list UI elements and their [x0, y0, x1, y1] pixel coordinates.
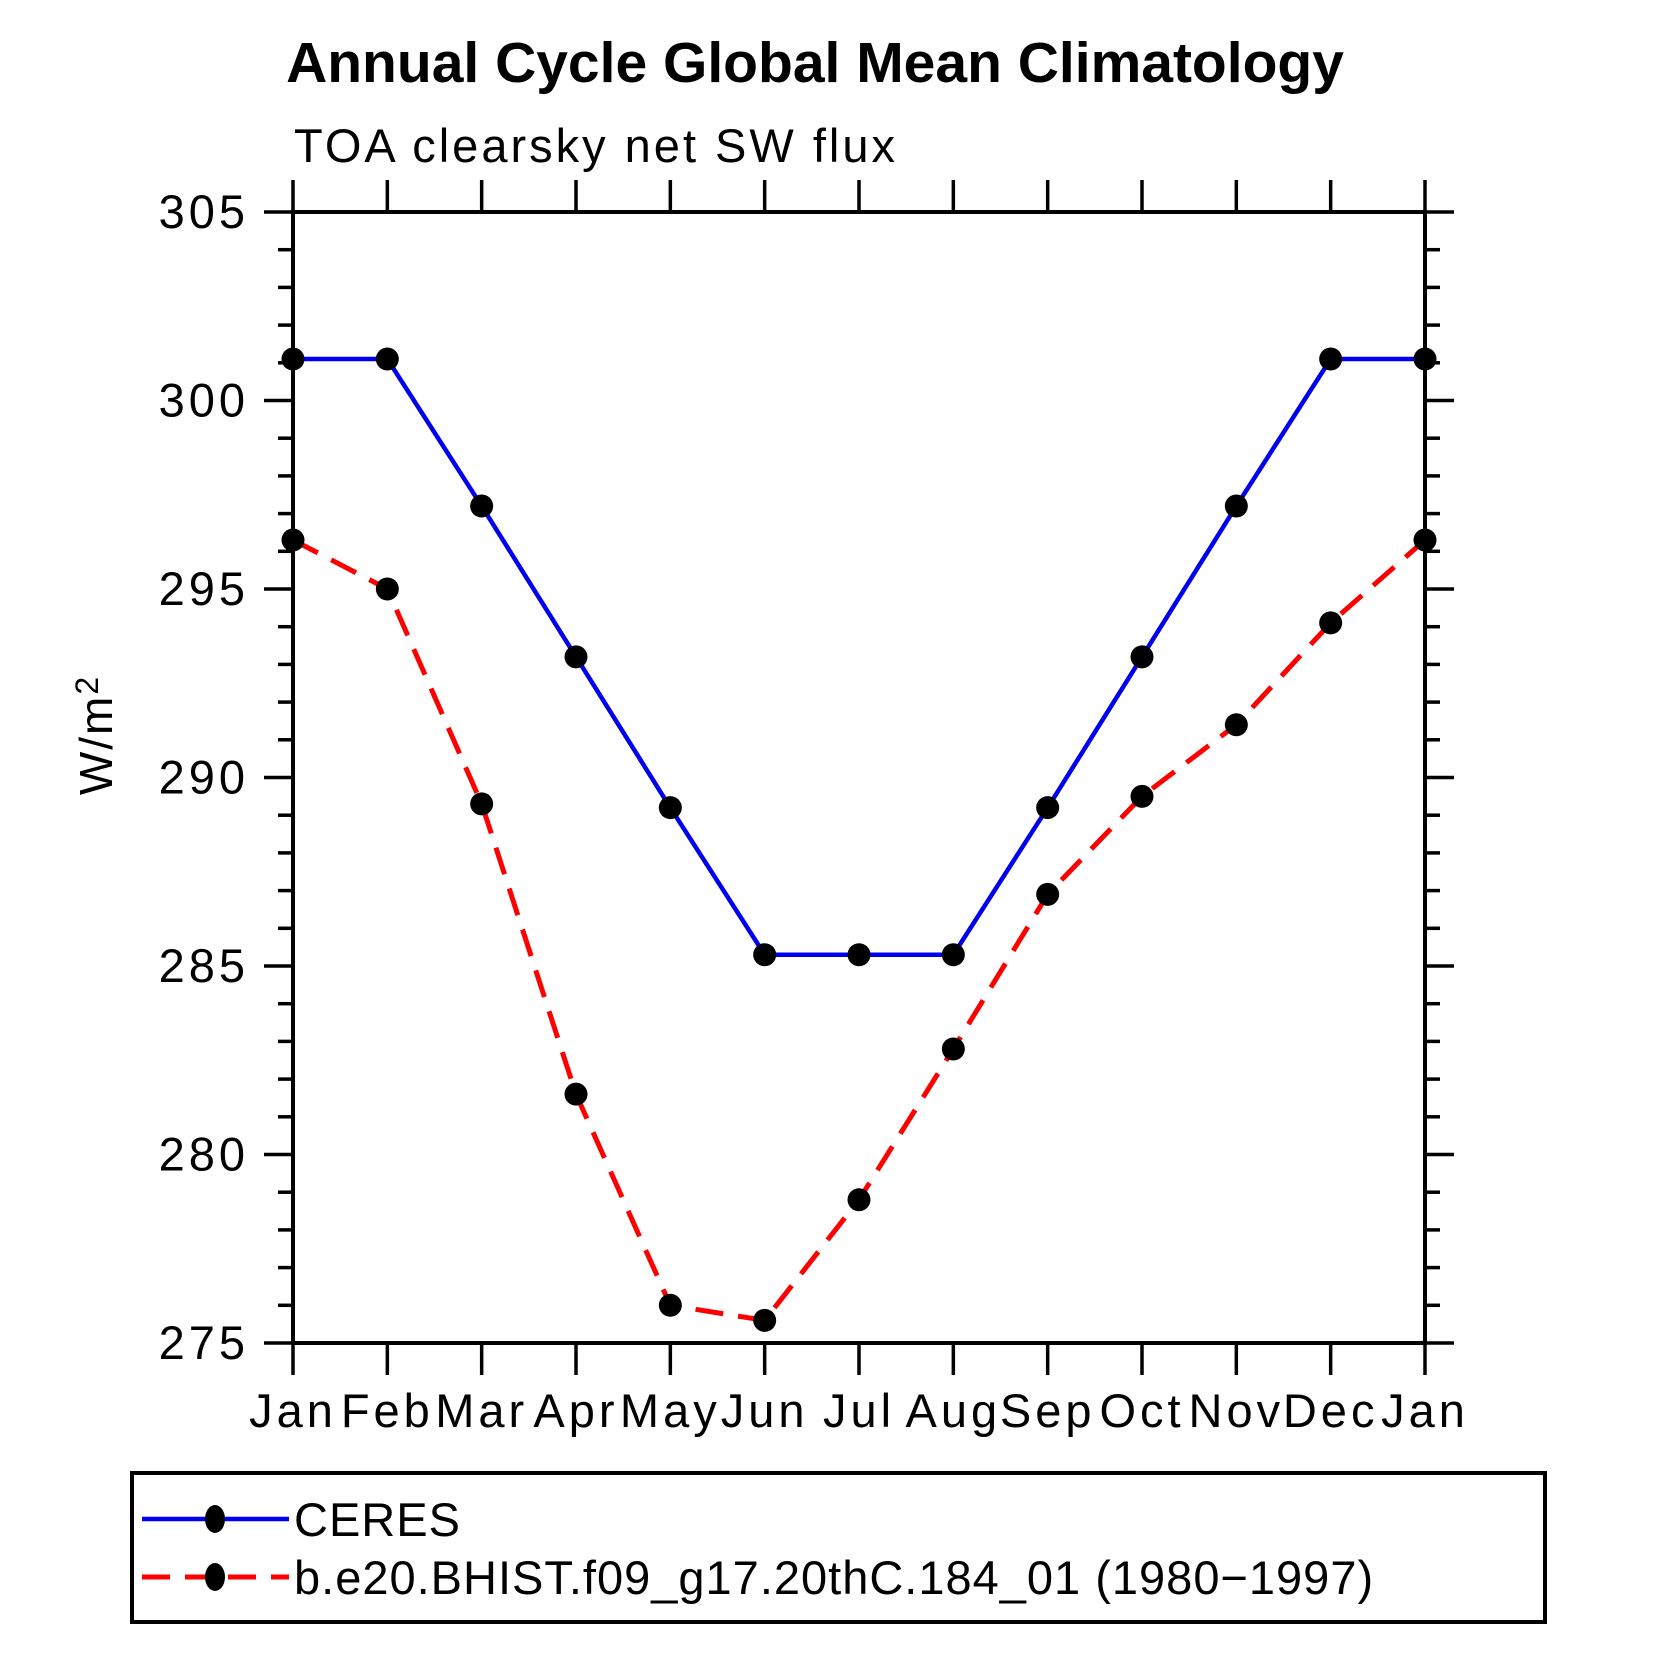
x-tick-label: Apr — [533, 1384, 618, 1437]
legend-box — [130, 1471, 1547, 1624]
legend-label: CERES — [294, 1493, 461, 1546]
data-point-marker — [1130, 645, 1154, 669]
x-tick-label: May — [620, 1384, 721, 1437]
legend-label: b.e20.BHIST.f09_g17.20thC.184_01 (1980−1… — [294, 1551, 1374, 1604]
data-point-marker — [564, 1082, 588, 1106]
x-tick-label: Feb — [341, 1384, 434, 1437]
y-tick-label: 295 — [159, 562, 249, 615]
data-point-marker — [1413, 347, 1437, 371]
plot-frame — [291, 210, 1427, 1345]
y-tick-label: 285 — [159, 939, 249, 992]
data-point-marker — [1319, 347, 1343, 371]
x-tick-label: Jan — [1381, 1384, 1469, 1437]
data-point-marker — [1224, 713, 1248, 737]
x-tick-label: Nov — [1189, 1384, 1285, 1437]
data-point-marker — [281, 347, 305, 371]
data-point-marker — [564, 645, 588, 669]
legend-marker — [205, 1563, 225, 1591]
y-tick-label: 300 — [159, 374, 249, 427]
y-tick-label: 290 — [159, 751, 249, 804]
data-point-marker — [470, 494, 494, 518]
x-tick-label: Jun — [721, 1384, 809, 1437]
data-point-marker — [941, 1037, 965, 1061]
x-tick-label: Jul — [823, 1384, 895, 1437]
data-point-marker — [281, 528, 305, 552]
data-point-marker — [658, 796, 682, 820]
data-point-marker — [847, 943, 871, 967]
x-tick-label: Mar — [435, 1384, 528, 1437]
data-point-marker — [753, 1308, 777, 1332]
y-tick-label: 275 — [159, 1316, 249, 1369]
y-tick-label: 305 — [159, 185, 249, 238]
series-line-ceres — [293, 356, 1425, 957]
data-point-marker — [847, 1188, 871, 1212]
legend-marker — [205, 1505, 225, 1533]
data-point-marker — [1036, 882, 1060, 906]
data-point-marker — [1130, 784, 1154, 808]
data-point-marker — [941, 943, 965, 967]
data-point-marker — [1036, 796, 1060, 820]
data-point-marker — [1319, 611, 1343, 635]
chart-title: Annual Cycle Global Mean Climatology — [286, 31, 1344, 95]
x-tick-label: Oct — [1099, 1384, 1184, 1437]
y-tick-label: 280 — [159, 1128, 249, 1181]
data-point-marker — [1224, 494, 1248, 518]
data-point-marker — [375, 347, 399, 371]
data-point-marker — [1413, 528, 1437, 552]
data-point-marker — [753, 943, 777, 967]
x-tick-label: Dec — [1283, 1384, 1379, 1437]
data-point-marker — [375, 577, 399, 601]
x-tick-label: Jan — [249, 1384, 337, 1437]
chart-subtitle: TOA clearsky net SW flux — [294, 119, 898, 172]
y-axis-label: W/m2 — [69, 675, 122, 795]
data-point-marker — [658, 1293, 682, 1317]
x-tick-label: Sep — [1000, 1384, 1096, 1437]
data-point-marker — [470, 792, 494, 816]
x-tick-label: Aug — [906, 1384, 1002, 1437]
